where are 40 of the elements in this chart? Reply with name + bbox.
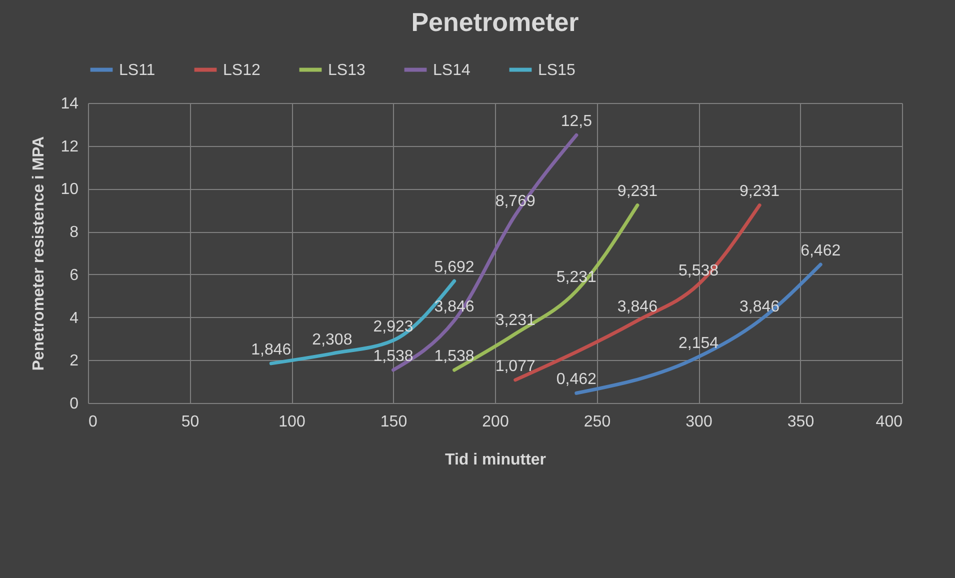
data-label: 1,538 bbox=[373, 348, 414, 366]
y-tick-label: 2 bbox=[70, 352, 79, 370]
legend-label: LS13 bbox=[328, 62, 366, 79]
data-label: 5,692 bbox=[434, 259, 474, 276]
y-axis-title: Penetrometer resistence i MPA bbox=[30, 136, 48, 371]
x-tick-label: 50 bbox=[181, 414, 200, 430]
data-label: 2,923 bbox=[373, 318, 414, 336]
legend-label: LS14 bbox=[433, 62, 470, 79]
x-tick-label: 300 bbox=[686, 414, 712, 430]
x-axis-title: Tid i minutter bbox=[444, 452, 546, 468]
y-tick-label: 12 bbox=[60, 138, 79, 156]
legend-label: LS11 bbox=[119, 62, 156, 79]
x-tick-label: 250 bbox=[584, 414, 611, 430]
y-tick-label: 0 bbox=[70, 396, 79, 412]
x-tick-label: 200 bbox=[482, 414, 509, 430]
y-tick-label: 10 bbox=[60, 181, 79, 198]
y-tick-label: 6 bbox=[70, 266, 79, 284]
data-label: 2,308 bbox=[312, 332, 352, 349]
data-label: 9,231 bbox=[617, 183, 658, 200]
data-label: 3,231 bbox=[495, 312, 536, 329]
x-tick-label: 0 bbox=[88, 414, 98, 430]
data-label: 9,231 bbox=[740, 183, 780, 200]
data-label: 0,462 bbox=[556, 371, 597, 388]
y-tick-label: 4 bbox=[70, 310, 79, 327]
data-label: 1,538 bbox=[434, 348, 474, 366]
data-label: 3,846 bbox=[617, 298, 658, 316]
y-tick-label: 14 bbox=[60, 96, 79, 112]
x-tick-label: 400 bbox=[876, 414, 903, 430]
data-label: 1,077 bbox=[495, 358, 536, 375]
legend-label: LS12 bbox=[223, 62, 260, 79]
chart-title: Penetrometer bbox=[411, 7, 579, 37]
data-label: 12,5 bbox=[560, 113, 592, 130]
x-tick-label: 350 bbox=[787, 414, 814, 430]
legend-label: LS15 bbox=[538, 62, 576, 79]
data-label: 6,462 bbox=[800, 242, 841, 260]
x-tick-label: 100 bbox=[278, 414, 306, 430]
data-label: 2,154 bbox=[678, 334, 719, 352]
y-tick-label: 8 bbox=[70, 224, 79, 242]
data-label: 1,846 bbox=[251, 341, 292, 358]
x-tick-label: 150 bbox=[380, 414, 408, 430]
